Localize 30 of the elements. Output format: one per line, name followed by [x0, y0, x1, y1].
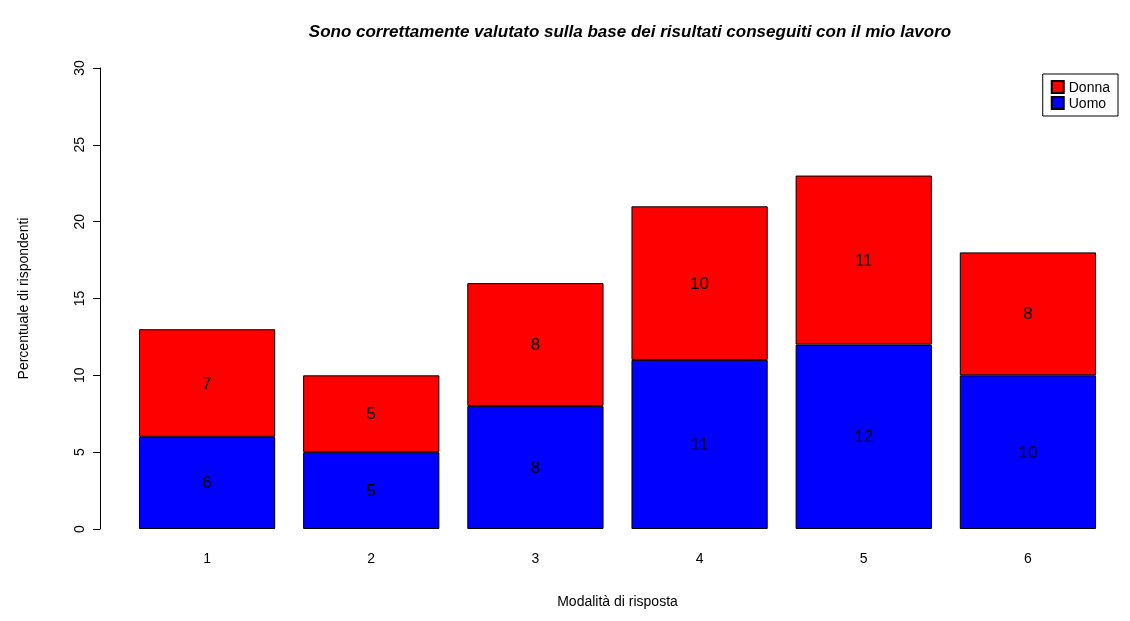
y-tick-label: 5 — [71, 448, 87, 457]
x-tick-label: 6 — [1024, 550, 1033, 566]
y-tick-label: 0 — [71, 524, 87, 533]
y-tick-label: 25 — [71, 136, 87, 153]
x-tick-label: 3 — [531, 550, 540, 566]
data-label: 10 — [1018, 442, 1038, 462]
data-label: 5 — [366, 404, 376, 424]
data-label: 8 — [530, 335, 541, 355]
legend-label: Uomo — [1068, 95, 1107, 111]
data-label: 8 — [530, 458, 541, 478]
data-label: 6 — [202, 473, 212, 493]
data-label: 7 — [202, 373, 212, 393]
x-tick-label: 2 — [367, 550, 376, 566]
data-label: 10 — [690, 273, 710, 293]
data-label: 11 — [854, 250, 873, 270]
data-label: 8 — [1023, 304, 1033, 324]
y-tick-label: 10 — [71, 367, 87, 384]
x-axis-title: Modalità di risposta — [557, 593, 679, 609]
chart-title: Sono correttamente valutato sulla base dei risultati conseguiti con il mio lavoro — [308, 22, 952, 41]
x-tick-label: 5 — [859, 550, 868, 566]
y-tick-label: 30 — [71, 60, 87, 76]
data-label: 11 — [690, 434, 709, 454]
legend-label: Donna — [1068, 79, 1111, 95]
y-axis-title: Percentuale di rispondenti — [15, 217, 31, 380]
x-tick-label: 1 — [203, 550, 212, 566]
data-label: 12 — [854, 427, 874, 447]
y-tick-label: 15 — [71, 290, 87, 307]
data-label: 5 — [366, 481, 376, 501]
x-tick-label: 4 — [695, 550, 704, 566]
y-tick-label: 20 — [71, 213, 87, 230]
